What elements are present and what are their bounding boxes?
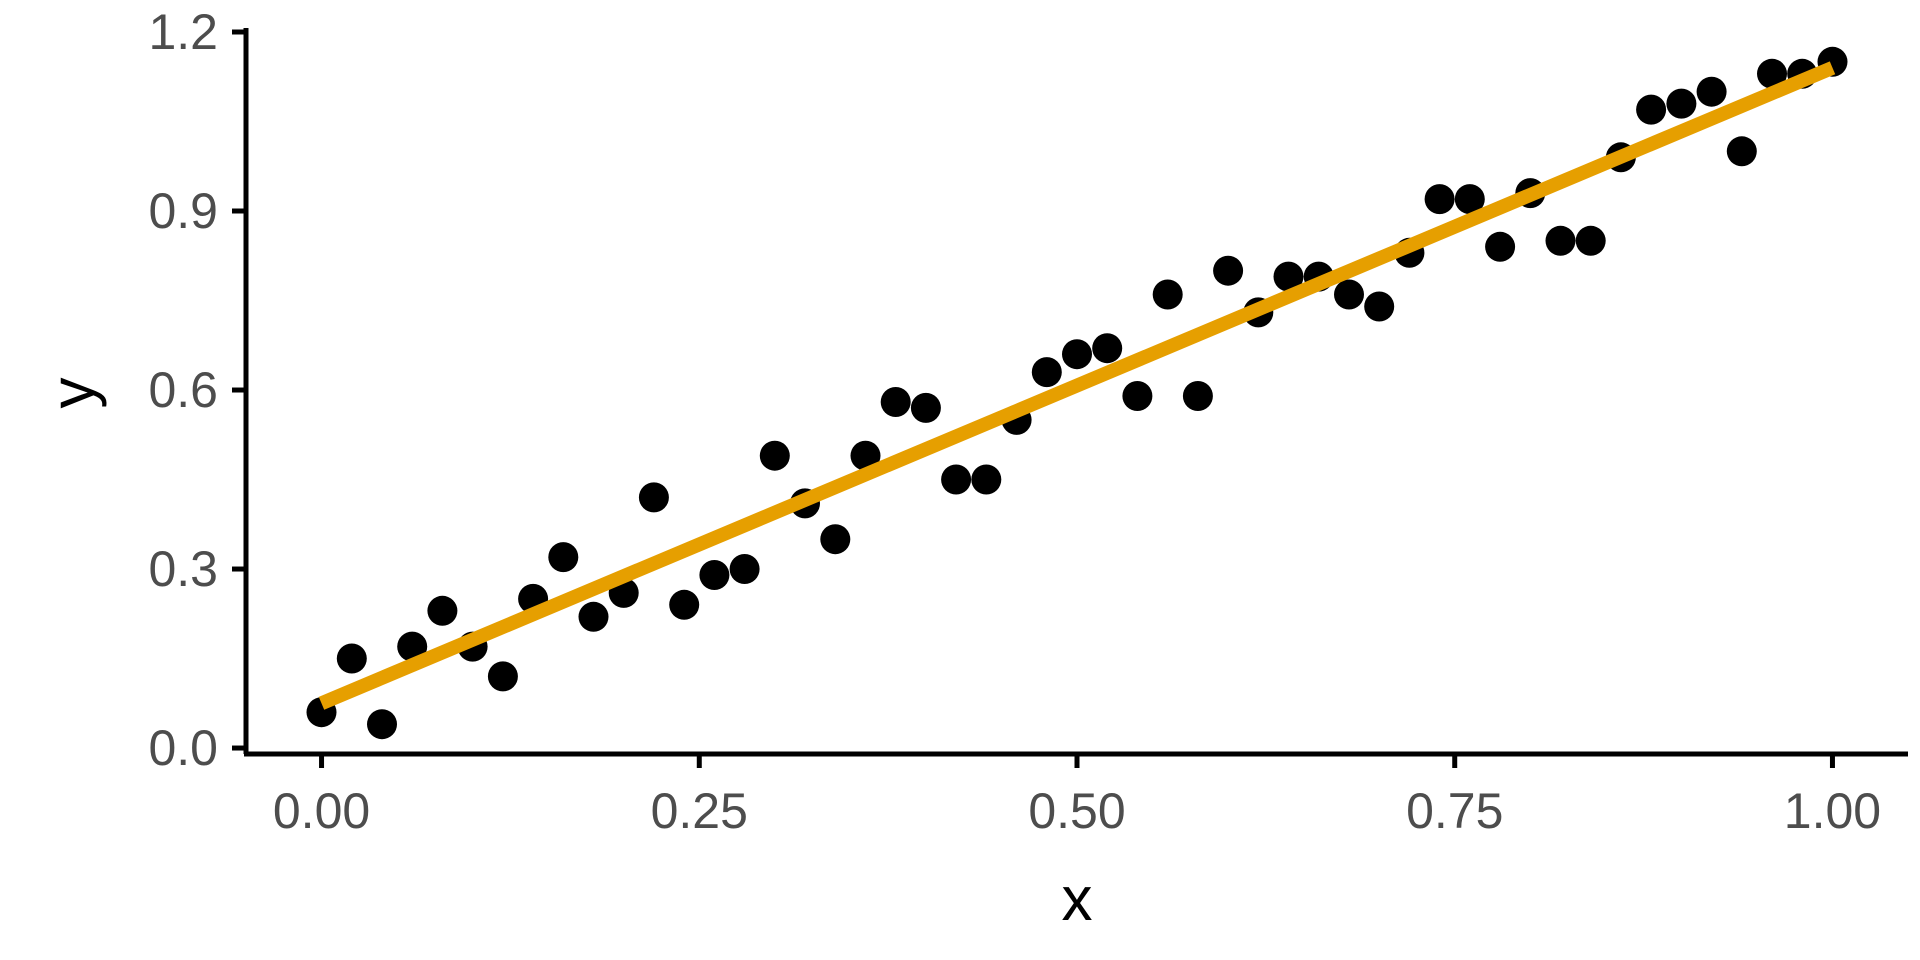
data-point (1152, 279, 1183, 310)
data-point (367, 709, 397, 740)
data-point (1545, 225, 1576, 256)
data-point (1575, 225, 1606, 256)
x-tick-label: 0.75 (1406, 783, 1503, 839)
data-point (699, 560, 730, 590)
data-point (1757, 58, 1787, 89)
y-tick-label: 1.2 (148, 4, 218, 60)
data-point (1364, 291, 1395, 322)
y-tick-label: 0.9 (148, 183, 218, 239)
data-point (910, 392, 941, 423)
data-point (427, 595, 458, 626)
data-point (1666, 88, 1697, 119)
data-point (1636, 94, 1667, 125)
data-point (1122, 381, 1153, 411)
data-point (1062, 339, 1092, 370)
y-tick-label: 0.3 (148, 541, 218, 597)
data-point (487, 661, 518, 692)
ticks: 0.0 0.3 0.6 0.9 1.2 0.00 0.25 0.50 0.75 1.00 (148, 4, 1881, 839)
y-axis-title: y (39, 378, 108, 409)
x-tick-label: 0.00 (273, 783, 370, 839)
data-point (548, 542, 579, 573)
data-point (1485, 231, 1516, 262)
data-point (759, 440, 790, 471)
x-tick-label: 1.00 (1784, 783, 1881, 839)
data-point (941, 464, 972, 495)
data-point (971, 464, 1002, 495)
x-axis-title: x (1062, 865, 1093, 934)
data-point (729, 554, 760, 584)
data-point (1454, 184, 1485, 215)
data-point (1092, 333, 1123, 364)
data-point (638, 482, 669, 513)
data-point (820, 524, 851, 555)
data-point (1213, 255, 1244, 286)
x-tick-label: 0.25 (651, 783, 748, 839)
data-point (1031, 357, 1062, 388)
plot-area (306, 46, 1848, 740)
x-tick-label: 0.50 (1028, 783, 1125, 839)
data-point (850, 440, 881, 471)
data-point (1424, 184, 1455, 215)
y-tick-label: 0.0 (148, 720, 218, 776)
fit-line (318, 61, 1836, 710)
data-point (669, 589, 700, 620)
data-point (1182, 381, 1213, 411)
data-point (1726, 136, 1757, 167)
y-tick-label: 0.6 (148, 362, 218, 418)
data-point (880, 387, 911, 417)
data-point (1696, 76, 1727, 107)
data-point (397, 631, 428, 662)
data-point (1273, 261, 1304, 292)
data-point (578, 601, 609, 632)
data-point (336, 643, 367, 674)
data-point (1334, 279, 1364, 310)
